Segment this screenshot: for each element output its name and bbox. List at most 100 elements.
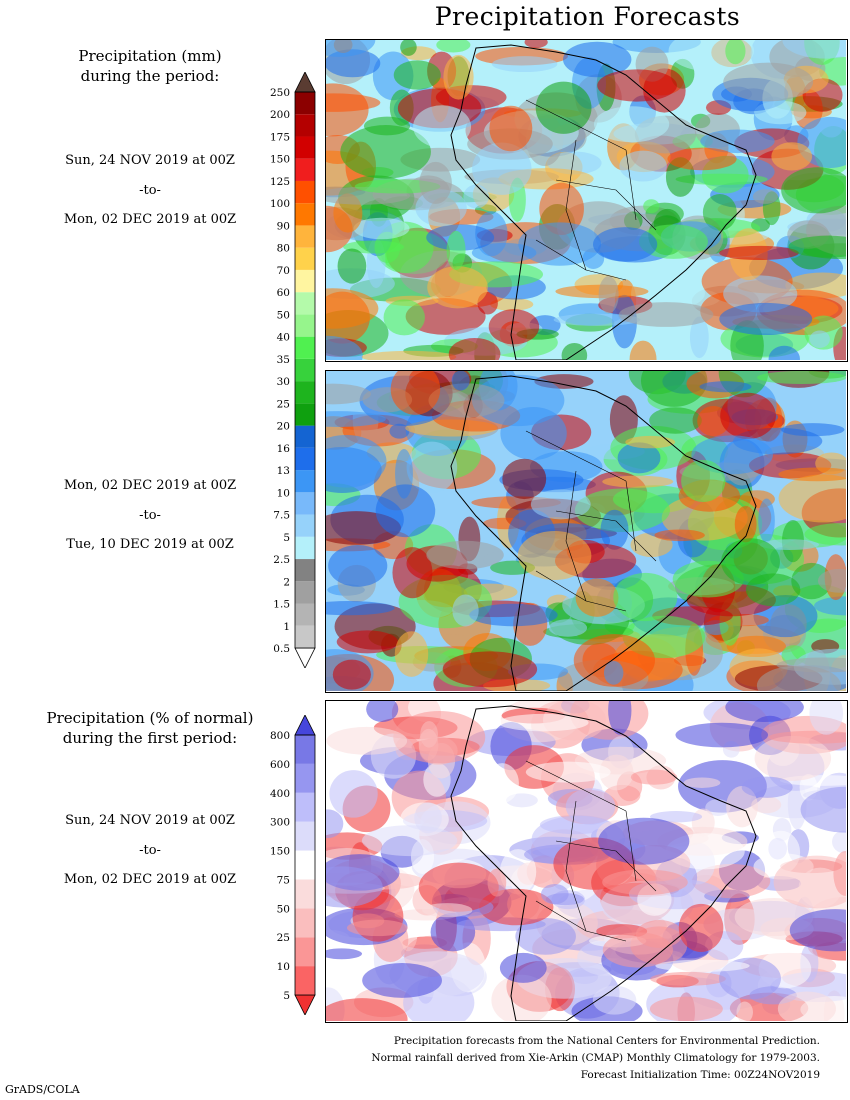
forecast-map-week1 bbox=[325, 39, 848, 362]
colorbar-tick-label: 1 bbox=[283, 621, 290, 633]
colorbar-swatch bbox=[295, 292, 315, 315]
colorbar-swatch bbox=[295, 966, 315, 995]
colorbar-tick-label: 250 bbox=[270, 87, 290, 99]
continent-outline bbox=[450, 44, 757, 360]
country-border bbox=[555, 510, 657, 562]
colorbar-tick-label: 175 bbox=[270, 131, 290, 143]
colorbar-tick-label: 125 bbox=[270, 176, 290, 188]
period2-sep: -to- bbox=[139, 508, 161, 523]
footer-line1: Precipitation forecasts from the Nationa… bbox=[393, 1035, 820, 1047]
colorbar-tick-label: 25 bbox=[277, 398, 290, 410]
colorbar-swatch bbox=[295, 425, 315, 448]
period1-end: Mon, 02 DEC 2019 at 00Z bbox=[63, 212, 237, 227]
colorbar-tick-label: 35 bbox=[277, 354, 290, 366]
colorbar-swatch bbox=[295, 447, 315, 471]
precip-pct-colorbar: 5 10 25 50 75 150 300 400 600 800 bbox=[230, 714, 320, 1016]
colorbar-swatch bbox=[295, 136, 315, 159]
colorbar-tick-label: 75 bbox=[277, 874, 290, 886]
precip-mm-colorbar: 0.5 1 1.5 2 2.5 5 7.5 10 13 16 20 25 30 35 40 50 60 70 80 9… bbox=[230, 71, 320, 669]
country-border bbox=[525, 430, 627, 482]
colorbar-swatch bbox=[295, 908, 315, 938]
country-border bbox=[565, 470, 587, 602]
colorbar-swatch bbox=[295, 225, 315, 248]
colorbar-swatch bbox=[295, 792, 315, 822]
colorbar-swatch bbox=[295, 821, 315, 851]
colorbar-tick-label: 16 bbox=[277, 443, 291, 455]
colorbar-swatch bbox=[295, 158, 315, 181]
period1-start: Sun, 24 NOV 2019 at 00Z bbox=[65, 153, 235, 168]
colorbar-swatch bbox=[295, 536, 315, 560]
precip-pct-header-line1: Precipitation (% of normal) bbox=[46, 709, 254, 727]
colorbar-tick-label: 10 bbox=[277, 961, 290, 973]
precip-pct-header: Precipitation (% of normal) during the f… bbox=[30, 708, 270, 748]
colorbar-swatch bbox=[295, 735, 315, 764]
colorbar-swatch bbox=[295, 879, 315, 909]
period3-sep: -to- bbox=[139, 843, 161, 858]
page-title: Precipitation Forecasts bbox=[434, 2, 741, 31]
continent-outline bbox=[450, 705, 757, 1021]
colorbar-tick-label: 2 bbox=[283, 576, 290, 588]
colorbar-tick-label: 5 bbox=[283, 990, 290, 1002]
continent-outline bbox=[450, 375, 757, 691]
grads-credit: GrADS/COLA bbox=[5, 1083, 80, 1096]
colorbar-swatch bbox=[295, 850, 315, 880]
colorbar-tick-label: 400 bbox=[270, 788, 290, 800]
period2-start: Mon, 02 DEC 2019 at 00Z bbox=[63, 478, 237, 493]
country-border bbox=[625, 810, 637, 882]
colorbar-tick-label: 0.5 bbox=[273, 643, 290, 655]
colorbar-swatch bbox=[295, 937, 315, 967]
country-border bbox=[625, 149, 637, 221]
country-border bbox=[565, 139, 587, 271]
colorbar-tick-label: 50 bbox=[277, 903, 290, 915]
colorbar-tick-label: 2.5 bbox=[273, 554, 290, 566]
colorbar-swatch bbox=[295, 247, 315, 270]
colorbar-swatch bbox=[295, 559, 315, 582]
forecast-map-week2 bbox=[325, 370, 848, 693]
country-border bbox=[625, 480, 637, 552]
colorbar-swatch bbox=[294, 647, 316, 669]
colorbar-tick-label: 70 bbox=[277, 265, 290, 277]
colorbar-tick-label: 1.5 bbox=[273, 599, 290, 611]
colorbar-swatch bbox=[295, 603, 315, 626]
colorbar-swatch bbox=[295, 581, 315, 604]
colorbar-swatch bbox=[295, 180, 315, 204]
country-border bbox=[525, 99, 627, 151]
colorbar-swatch bbox=[295, 492, 315, 515]
colorbar-tick-label: 150 bbox=[270, 154, 290, 166]
country-border bbox=[555, 840, 657, 892]
colorbar-tick-label: 90 bbox=[277, 220, 290, 232]
colorbar-swatch bbox=[295, 92, 315, 115]
colorbar-tick-label: 200 bbox=[270, 109, 290, 121]
colorbar-swatch bbox=[295, 625, 315, 648]
precip-mm-header: Precipitation (mm) during the period: bbox=[45, 46, 255, 86]
colorbar-swatch bbox=[295, 514, 315, 537]
percent-normal-map bbox=[325, 700, 848, 1023]
colorbar-tick-label: 13 bbox=[277, 465, 290, 477]
colorbar-swatch bbox=[295, 336, 315, 359]
colorbar-swatch bbox=[295, 314, 315, 337]
colorbar-swatch bbox=[294, 994, 316, 1016]
colorbar-swatch bbox=[295, 269, 315, 293]
colorbar-swatch bbox=[295, 358, 315, 382]
colorbar-swatch bbox=[295, 114, 315, 137]
colorbar-tick-label: 80 bbox=[277, 243, 290, 255]
colorbar-swatch bbox=[295, 470, 315, 493]
colorbar-tick-label: 600 bbox=[270, 759, 290, 771]
period3-start: Sun, 24 NOV 2019 at 00Z bbox=[65, 813, 235, 828]
country-border bbox=[525, 760, 627, 812]
precip-mm-header-line1: Precipitation (mm) bbox=[78, 47, 222, 65]
colorbar-tick-label: 10 bbox=[277, 487, 290, 499]
colorbar-tick-label: 800 bbox=[270, 730, 290, 742]
colorbar-swatch bbox=[294, 71, 316, 93]
colorbar-tick-label: 30 bbox=[277, 376, 290, 388]
colorbar-swatch bbox=[295, 403, 315, 426]
footer-line2: Normal rainfall derived from Xie-Arkin (… bbox=[371, 1052, 820, 1064]
precip-mm-header-line2: during the period: bbox=[80, 67, 220, 85]
footer-line3: Forecast Initialization Time: 00Z24NOV20… bbox=[580, 1069, 820, 1081]
colorbar-tick-label: 40 bbox=[277, 332, 290, 344]
period3-end: Mon, 02 DEC 2019 at 00Z bbox=[63, 872, 237, 887]
country-border bbox=[555, 179, 657, 231]
colorbar-tick-label: 5 bbox=[283, 532, 290, 544]
colorbar-swatch bbox=[294, 714, 316, 736]
colorbar-tick-label: 25 bbox=[277, 932, 290, 944]
